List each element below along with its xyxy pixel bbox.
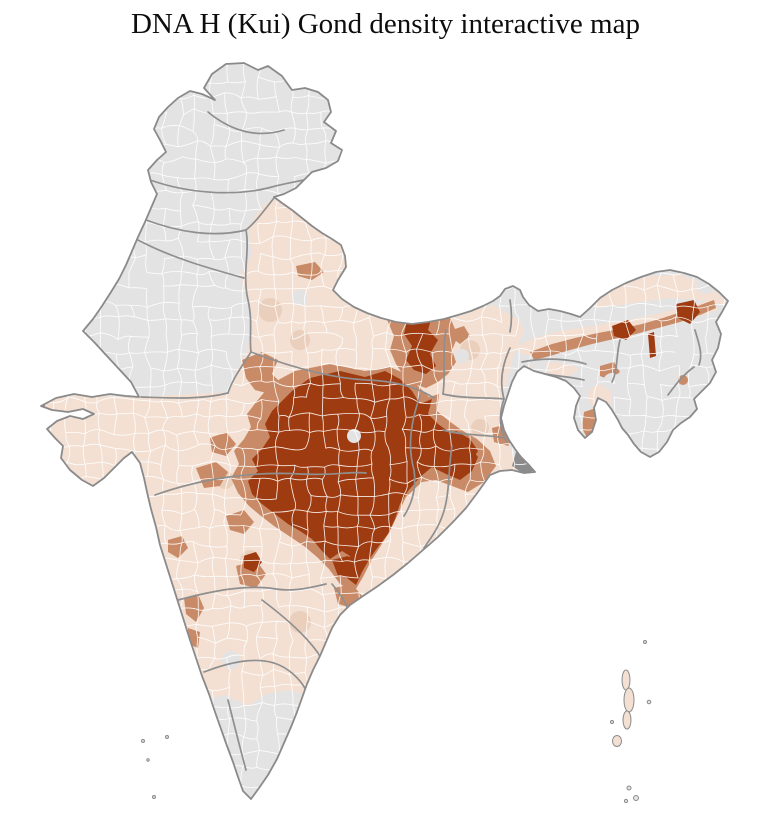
- region-medium-patch: [452, 326, 470, 344]
- region-high-patch: [243, 552, 262, 572]
- nicobar-islands: [623, 785, 639, 804]
- islands: [141, 640, 652, 804]
- region-high-patch: [404, 310, 438, 374]
- region-sundarbans: [512, 452, 536, 474]
- region-medium-patch: [184, 594, 204, 622]
- page-title: DNA H (Kui) Gond density interactive map: [130, 8, 640, 40]
- region-gray-district: [455, 349, 469, 363]
- region-high-patch: [648, 332, 656, 358]
- region-high-patch: [612, 320, 636, 340]
- region-high-patch: [414, 296, 430, 312]
- region-medium-patch: [242, 352, 282, 394]
- region-gray-district: [226, 332, 238, 344]
- mainland-layers[interactable]: [0, 40, 771, 813]
- region-medium-patch: [678, 375, 688, 385]
- region-medium-patch: [516, 438, 530, 452]
- region-lowmid: [258, 298, 282, 322]
- little-andaman: [612, 735, 622, 747]
- lakshadweep-islands: [141, 735, 169, 799]
- region-medium-patch: [296, 262, 324, 280]
- region-medium-patch: [210, 432, 236, 456]
- region-medium-patch: [226, 510, 254, 534]
- region-lowmid: [471, 419, 489, 437]
- andaman-islands: [610, 640, 652, 747]
- region-medium-patch: [168, 536, 188, 558]
- region-gray-district: [696, 274, 716, 294]
- region-gray-district: [222, 651, 240, 669]
- region-gray-district: [292, 290, 308, 306]
- region-high-patch: [437, 431, 478, 469]
- state-boundaries: [137, 111, 702, 771]
- region-gray-district: [688, 333, 718, 361]
